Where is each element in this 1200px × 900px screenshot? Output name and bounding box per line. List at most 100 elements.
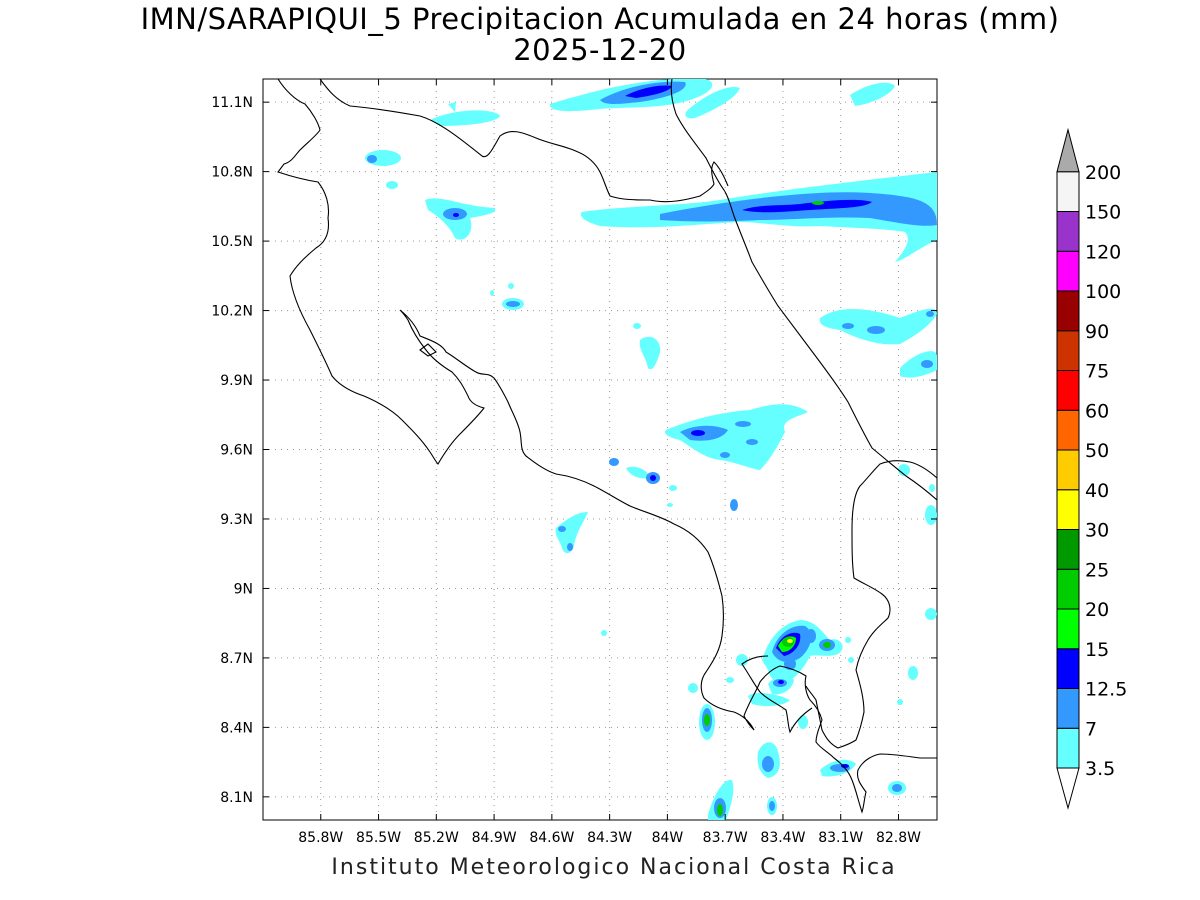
precip-area [892,784,902,792]
precip-area [490,290,494,296]
lat-tick-label: 8.1N [220,790,253,806]
precip-area [367,155,377,163]
precip-area [848,657,854,663]
lat-tick-label: 8.4N [220,720,253,736]
colorbar-swatch [1056,648,1080,689]
lon-tick-label: 83.4W [760,830,805,846]
colorbar-swatch [1056,529,1080,570]
precip-area [626,466,650,479]
colorbar-label: 25 [1085,559,1109,581]
precip-area [633,323,641,329]
precip-area [798,715,808,729]
colorbar-swatch [1056,568,1080,610]
colorbar-swatch [1056,250,1080,292]
map-date: 2025-12-20 [513,33,687,67]
precip-area [921,360,933,368]
lat-tick-label: 10.2N [211,304,253,320]
precip-area [897,699,903,705]
lat-tick-label: 9.3N [220,512,253,528]
precip-area [567,543,573,551]
precip-area [784,658,796,670]
colorbar-label: 30 [1085,520,1109,542]
precip-area [430,110,500,126]
precip-area [867,326,885,334]
colorbar-swatch [1056,211,1080,252]
colorbar-label: 40 [1085,480,1109,502]
colorbar-label: 50 [1085,440,1109,462]
colorbar-swatch [1056,290,1080,332]
precip-area [925,505,937,525]
colorbar-label: 15 [1085,639,1109,661]
precip-area [736,654,748,666]
precip-area [841,764,849,768]
precip-area [448,102,456,112]
precip-area [650,475,656,481]
precip-area [717,804,723,816]
precip-area [720,452,730,458]
coastline [670,79,937,501]
precip-area [639,336,661,370]
map-axes: 85.8W 85.5W 85.2W 84.9W 84.6W 84.3W 84W 83.7W 83… [211,79,937,846]
precip-area [925,608,937,620]
colorbar-max-arrow [1056,127,1080,173]
precip-area [908,666,918,680]
colorbar-swatch [1056,489,1080,530]
precip-area [823,642,831,648]
precip-area [850,82,895,106]
colorbar-swatch [1056,727,1080,769]
precip-area [812,201,824,205]
precip-area [691,430,705,436]
precip-area [664,404,808,470]
precip-area [929,484,935,492]
lon-tick-label: 83.7W [703,830,748,846]
lon-tick-label: 84.3W [587,830,632,846]
precip-area [735,421,751,427]
lon-tick-label: 85.2W [414,830,459,846]
precip-area [742,199,872,213]
coastlines [277,79,937,814]
lat-tick-label: 9N [234,581,253,597]
colorbar-swatch [1056,330,1080,371]
precip-area [730,499,738,511]
precip-area [558,526,566,532]
lat-tick-label: 9.9N [220,373,253,389]
border [741,655,813,734]
precip-area [669,485,677,491]
precip-area [704,714,710,726]
precip-area [688,683,698,693]
map-title: IMN/SARAPIQUI_5 Precipitacion Acumulada … [140,2,1060,36]
lon-tick-label: 84.6W [529,830,574,846]
lake [419,343,437,357]
precip-area [386,181,398,189]
colorbar-label: 7 [1085,718,1097,740]
colorbar-label: 75 [1085,361,1109,383]
colorbar-swatch [1056,370,1080,411]
colorbar-label: 150 [1085,202,1121,224]
colorbar-swatch [1056,171,1080,212]
border [805,460,937,749]
lat-tick-label: 8.7N [220,651,253,667]
precip-area [762,756,774,772]
colorbar-swatch [1056,688,1080,729]
precip-area [555,512,588,554]
colorbar-label: 200 [1085,162,1121,184]
precip-area [685,86,740,119]
colorbar-label: 3.5 [1085,758,1115,780]
colorbar-label: 20 [1085,599,1109,621]
precip-area [453,213,459,217]
lon-tick-label: 85.8W [298,830,343,846]
colorbar-label: 60 [1085,400,1109,422]
colorbar-label: 12.5 [1085,679,1127,701]
lon-tick-label: 85.5W [356,830,401,846]
colorbar-swatch [1056,409,1080,451]
precip-area [726,677,734,683]
lat-tick-label: 10.5N [211,234,253,250]
lon-tick-label: 84W [652,830,684,846]
precip-area [508,283,514,289]
precip-area [609,458,619,466]
footer-credit: Instituto Meteorologico Nacional Costa R… [331,855,897,880]
colorbar-label: 100 [1085,281,1121,303]
precip-area [667,503,673,507]
precip-area [842,323,854,329]
